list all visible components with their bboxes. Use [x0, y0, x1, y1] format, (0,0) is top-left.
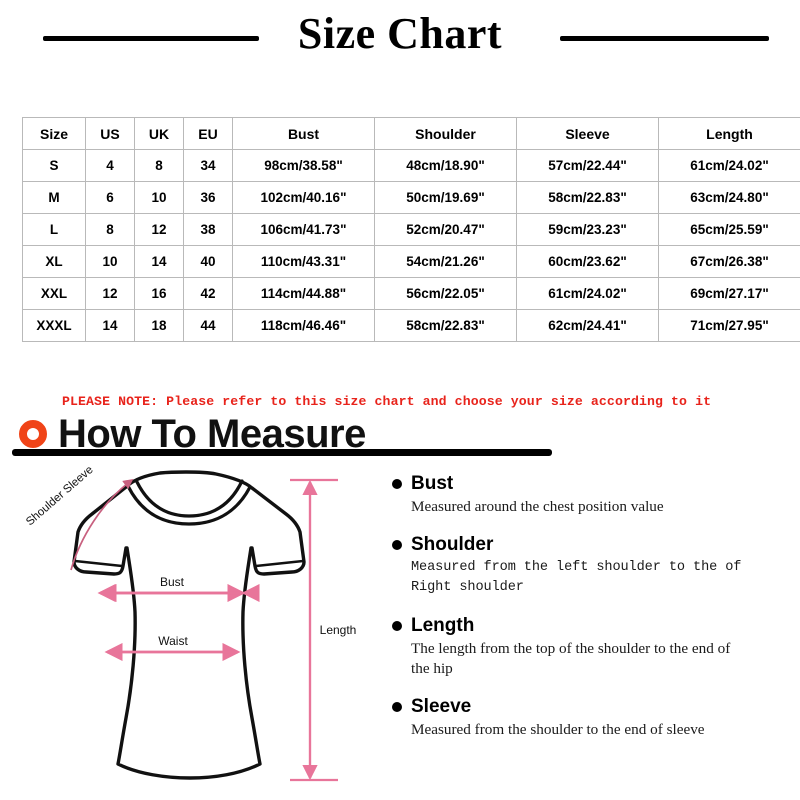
column-header-us: US: [85, 117, 135, 150]
table-row: XXL 12 16 42 114cm/44.88" 56cm/22.05" 61…: [22, 277, 800, 310]
how-to-measure-title: How To Measure: [58, 412, 366, 456]
legend-title-shoulder: Shoulder: [411, 534, 494, 555]
cell-sleeve: 58cm/22.83": [516, 181, 659, 214]
cell-size: XXXL: [22, 309, 86, 342]
legend-title-sleeve: Sleeve: [411, 696, 472, 717]
cell-us: 12: [85, 277, 135, 310]
bullet-dot-icon: [392, 540, 402, 550]
page-title: Size Chart: [297, 9, 503, 58]
table-row: XXXL 14 18 44 118cm/46.46" 58cm/22.83" 6…: [22, 309, 800, 342]
bullet-dot-icon: [392, 621, 402, 631]
legend-desc-sleeve: Measured from the shoulder to the end of…: [411, 721, 705, 738]
cell-uk: 8: [134, 149, 184, 182]
measurement-legend: Bust Measured around the chest position …: [392, 473, 792, 757]
how-to-measure-rule: [12, 449, 552, 456]
legend-desc-bust: Measured around the chest position value: [411, 498, 664, 515]
legend-item-length: Length The length from the top of the sh…: [392, 615, 792, 679]
cell-length: 67cm/26.38": [658, 245, 800, 278]
cell-shoulder: 56cm/22.05": [374, 277, 517, 310]
tshirt-collar: [126, 479, 252, 526]
cell-bust: 98cm/38.58": [232, 149, 375, 182]
tshirt-measurement-diagram: Shoulder Sleeve Bust Waist Length: [8, 462, 368, 792]
table-row: M 6 10 36 102cm/40.16" 50cm/19.69" 58cm/…: [22, 181, 800, 214]
legend-item-sleeve: Sleeve Measured from the shoulder to the…: [392, 696, 792, 740]
column-header-uk: UK: [134, 117, 184, 150]
cell-eu: 34: [183, 149, 233, 182]
cell-us: 14: [85, 309, 135, 342]
cell-sleeve: 59cm/23.23": [516, 213, 659, 246]
table-header-row: Size US UK EU Bust Shoulder Sleeve Lengt…: [22, 117, 800, 150]
shoulder-sleeve-arrow: [70, 478, 134, 571]
tshirt-sleeve-hems: [73, 559, 305, 568]
cell-us: 8: [85, 213, 135, 246]
cell-bust: 114cm/44.88": [232, 277, 375, 310]
table-row: S 4 8 34 98cm/38.58" 48cm/18.90" 57cm/22…: [22, 149, 800, 182]
cell-size: XXL: [22, 277, 86, 310]
cell-eu: 42: [183, 277, 233, 310]
column-header-bust: Bust: [232, 117, 375, 150]
table-row: L 8 12 38 106cm/41.73" 52cm/20.47" 59cm/…: [22, 213, 800, 246]
cell-shoulder: 54cm/21.26": [374, 245, 517, 278]
title-rule-right: [560, 36, 769, 41]
cell-bust: 110cm/43.31": [232, 245, 375, 278]
column-header-eu: EU: [183, 117, 233, 150]
cell-uk: 10: [134, 181, 184, 214]
cell-size: S: [22, 149, 86, 182]
length-arrow: [290, 478, 338, 782]
bullet-dot-icon: [392, 702, 402, 712]
bust-label: Bust: [160, 575, 185, 589]
legend-title-bust: Bust: [411, 473, 454, 494]
title-rule-left: [43, 36, 259, 41]
bullet-dot-icon: [392, 479, 402, 489]
cell-shoulder: 58cm/22.83": [374, 309, 517, 342]
cell-length: 63cm/24.80": [658, 181, 800, 214]
cell-eu: 38: [183, 213, 233, 246]
size-chart-table: Size US UK EU Bust Shoulder Sleeve Lengt…: [22, 117, 800, 342]
legend-item-bust: Bust Measured around the chest position …: [392, 473, 792, 517]
page-title-block: Size Chart: [0, 8, 800, 64]
column-header-size: Size: [22, 117, 86, 150]
table-row: XL 10 14 40 110cm/43.31" 54cm/21.26" 60c…: [22, 245, 800, 278]
waist-label: Waist: [158, 634, 188, 648]
cell-size: XL: [22, 245, 86, 278]
cell-shoulder: 48cm/18.90": [374, 149, 517, 182]
cell-eu: 44: [183, 309, 233, 342]
cell-eu: 40: [183, 245, 233, 278]
cell-us: 10: [85, 245, 135, 278]
tshirt-outline: [72, 470, 306, 780]
cell-sleeve: 60cm/23.62": [516, 245, 659, 278]
cell-eu: 36: [183, 181, 233, 214]
cell-sleeve: 61cm/24.02": [516, 277, 659, 310]
please-note-text: PLEASE NOTE: Please refer to this size c…: [62, 394, 712, 409]
cell-uk: 14: [134, 245, 184, 278]
legend-desc-shoulder: Measured from the left shoulder to the o…: [411, 560, 742, 595]
how-to-measure-header: How To Measure: [0, 410, 800, 460]
column-header-length: Length: [658, 117, 800, 150]
cell-sleeve: 57cm/22.44": [516, 149, 659, 182]
legend-item-shoulder: Shoulder Measured from the left shoulder…: [392, 534, 792, 598]
cell-length: 69cm/27.17": [658, 277, 800, 310]
cell-sleeve: 62cm/24.41": [516, 309, 659, 342]
cell-shoulder: 50cm/19.69": [374, 181, 517, 214]
column-header-shoulder: Shoulder: [374, 117, 517, 150]
cell-size: M: [22, 181, 86, 214]
cell-bust: 118cm/46.46": [232, 309, 375, 342]
cell-size: L: [22, 213, 86, 246]
cell-bust: 102cm/40.16": [232, 181, 375, 214]
cell-length: 65cm/25.59": [658, 213, 800, 246]
cell-shoulder: 52cm/20.47": [374, 213, 517, 246]
cell-uk: 16: [134, 277, 184, 310]
ring-bullet-icon: [19, 420, 47, 448]
cell-us: 4: [85, 149, 135, 182]
length-label: Length: [320, 623, 357, 637]
cell-length: 61cm/24.02": [658, 149, 800, 182]
legend-title-length: Length: [411, 615, 475, 636]
legend-desc-length: The length from the top of the shoulder …: [411, 640, 731, 677]
cell-uk: 12: [134, 213, 184, 246]
cell-length: 71cm/27.95": [658, 309, 800, 342]
cell-bust: 106cm/41.73": [232, 213, 375, 246]
cell-uk: 18: [134, 309, 184, 342]
cell-us: 6: [85, 181, 135, 214]
column-header-sleeve: Sleeve: [516, 117, 659, 150]
